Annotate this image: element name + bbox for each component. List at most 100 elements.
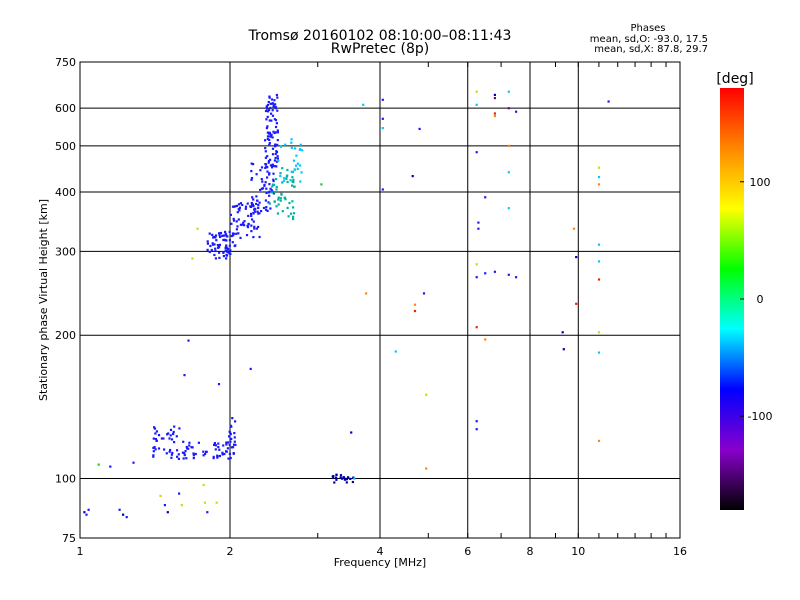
data-point: [575, 302, 578, 305]
data-point: [274, 107, 277, 110]
data-point: [234, 205, 237, 208]
data-point: [251, 196, 254, 199]
data-point: [227, 457, 230, 460]
data-point: [219, 235, 222, 239]
data-point: [227, 251, 230, 254]
data-point: [270, 98, 274, 101]
data-point: [212, 235, 215, 239]
x-tick-label: 6: [464, 545, 471, 558]
data-point: [232, 446, 235, 449]
data-point: [205, 450, 208, 453]
data-point: [252, 220, 255, 223]
data-point: [299, 180, 302, 183]
data-point: [264, 109, 268, 113]
data-point: [276, 212, 279, 215]
data-point: [225, 253, 228, 257]
data-point: [270, 112, 273, 115]
data-point: [206, 248, 209, 251]
data-point: [475, 276, 478, 279]
data-point: [349, 477, 352, 480]
data-point: [218, 234, 221, 237]
y-tick-label: 750: [55, 56, 76, 69]
data-point: [425, 393, 428, 396]
data-point: [225, 441, 228, 444]
data-point: [159, 494, 162, 497]
data-point: [276, 157, 279, 160]
data-point: [276, 109, 279, 112]
data-point: [217, 442, 220, 445]
data-point: [477, 227, 480, 230]
x-tick-label: 10: [571, 545, 585, 558]
data-point: [277, 196, 280, 199]
data-point: [264, 156, 267, 159]
data-point: [575, 256, 578, 259]
data-point: [276, 143, 279, 146]
data-point: [597, 351, 601, 354]
data-point: [173, 441, 176, 444]
data-point: [277, 159, 280, 163]
data-point: [188, 444, 191, 447]
data-point: [230, 425, 233, 428]
data-point: [228, 443, 231, 446]
data-point: [242, 221, 245, 224]
data-point: [190, 446, 193, 449]
data-point: [292, 215, 295, 218]
data-point: [125, 516, 128, 519]
data-point: [265, 118, 268, 121]
data-point: [85, 513, 88, 516]
data-point: [183, 454, 186, 457]
data-point: [260, 210, 263, 213]
data-point: [291, 176, 294, 179]
data-point: [276, 96, 279, 99]
data-point: [249, 367, 252, 370]
data-point: [232, 232, 235, 235]
data-point: [172, 430, 175, 434]
data-point: [275, 165, 278, 168]
data-point: [256, 199, 259, 202]
data-point: [247, 222, 250, 225]
data-point: [180, 504, 183, 507]
data-point: [339, 476, 342, 479]
data-point: [285, 177, 288, 180]
data-point: [231, 205, 235, 208]
data-point: [271, 102, 274, 105]
data-point: [282, 179, 285, 182]
data-point: [230, 222, 233, 225]
data-point: [214, 236, 217, 239]
data-point: [249, 205, 253, 208]
data-point: [253, 225, 256, 228]
data-point: [152, 455, 155, 458]
data-point: [258, 201, 261, 204]
data-point: [257, 225, 260, 229]
data-point: [154, 448, 157, 451]
data-point: [241, 223, 244, 226]
data-point: [221, 234, 224, 237]
data-point: [176, 455, 179, 458]
data-point: [152, 437, 155, 440]
data-point: [184, 450, 187, 453]
data-point: [290, 170, 293, 173]
data-point: [484, 272, 487, 275]
data-point: [292, 159, 296, 162]
y-axis-label: Stationary phase Virtual Height [km]: [37, 199, 50, 401]
data-point: [271, 109, 274, 112]
data-point: [250, 230, 253, 233]
data-point: [221, 453, 224, 456]
data-point: [211, 233, 214, 236]
data-point: [272, 178, 275, 181]
data-point: [425, 467, 428, 470]
data-point: [97, 463, 100, 466]
data-point: [259, 188, 262, 191]
data-point: [333, 481, 336, 484]
data-point: [246, 226, 250, 229]
data-point: [291, 180, 294, 183]
colorbar-label: [deg]: [716, 71, 753, 87]
data-point: [347, 476, 350, 479]
data-point: [238, 209, 241, 212]
data-point: [292, 212, 296, 215]
data-point: [225, 450, 228, 453]
data-point: [213, 443, 216, 446]
data-point: [209, 244, 212, 248]
data-point: [204, 452, 207, 456]
data-point: [235, 204, 238, 207]
